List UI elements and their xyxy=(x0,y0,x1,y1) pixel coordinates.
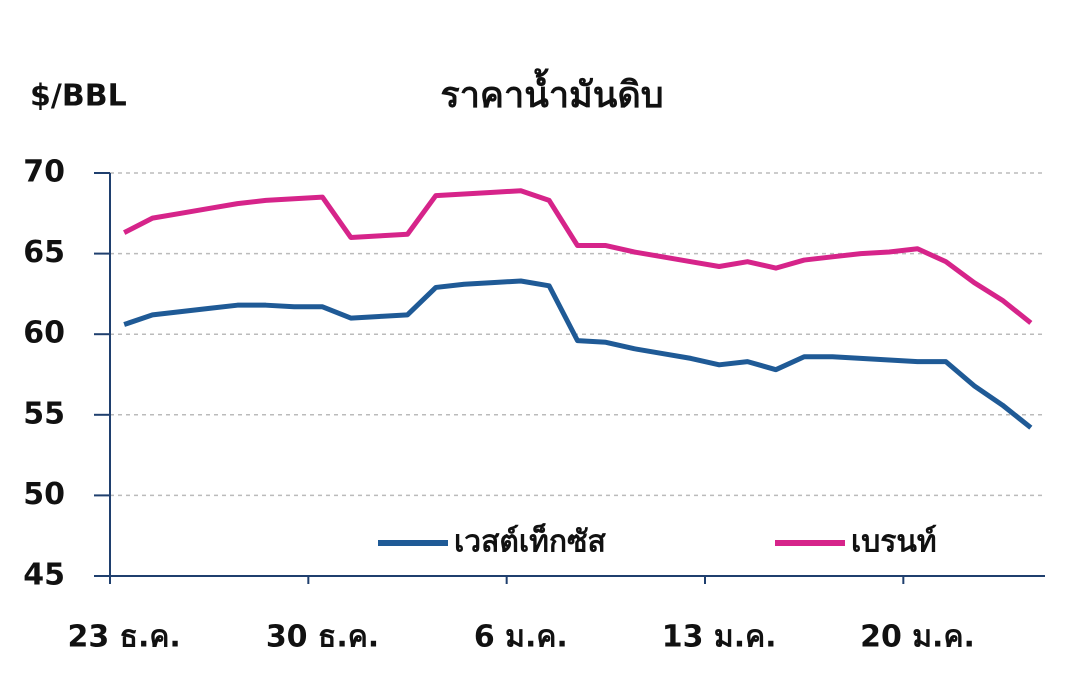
y-tick-label: 50 xyxy=(23,477,65,512)
y-tick-label: 70 xyxy=(23,155,65,190)
x-tick-label: 30 ธ.ค. xyxy=(266,620,379,655)
chart-title: ราคาน้ำมันดิบ xyxy=(440,68,663,116)
x-tick-label: 20 ม.ค. xyxy=(860,620,975,655)
y-tick-label: 60 xyxy=(23,316,65,351)
line-series xyxy=(123,278,1033,430)
x-tick-label: 13 ม.ค. xyxy=(662,620,777,655)
y-tick-label: 45 xyxy=(23,558,65,593)
line-series xyxy=(123,188,1033,325)
legend-label: เบรนท์ xyxy=(851,525,937,560)
y-tick-label: 65 xyxy=(23,235,65,270)
x-tick-label: 6 ม.ค. xyxy=(474,620,568,655)
y-axis-label: $/BBL xyxy=(30,79,127,114)
legend-label: เวสต์เท็กซัส xyxy=(454,523,606,560)
x-tick-label: 23 ธ.ค. xyxy=(67,620,180,655)
y-tick-label: 55 xyxy=(23,396,65,431)
